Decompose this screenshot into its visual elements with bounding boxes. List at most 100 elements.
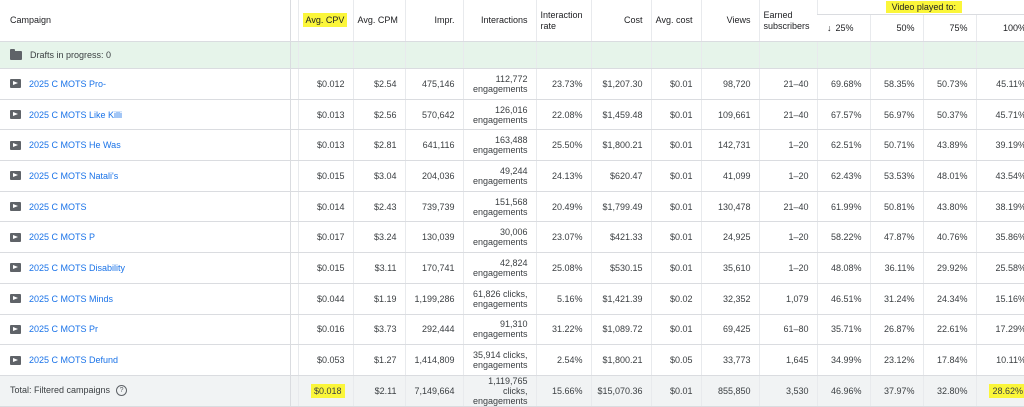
cell-avg-cost: $0.01 [650, 314, 701, 346]
col-campaign[interactable]: Campaign [0, 0, 290, 42]
cell-cost: $620.47 [590, 160, 651, 192]
campaign-link[interactable]: 2025 C MOTS P [10, 232, 282, 242]
col-interactions[interactable]: Interactions [462, 0, 536, 42]
cell-views: 32,352 [700, 283, 759, 315]
cell-avg-cost: $0.01 [650, 129, 701, 162]
video-campaign-icon [10, 79, 21, 89]
cell-interactions: 61,826 clicks, engagements [462, 283, 536, 315]
cell-p100: 45.11% [975, 68, 1024, 100]
cell-avg-cost: $0.01 [650, 160, 701, 192]
cell-p75: 43.89% [922, 129, 976, 162]
table-row[interactable]: 2025 C MOTS He Was $0.013 $2.81 641,116 163,… [0, 129, 1024, 162]
col-played-75[interactable]: 75% [922, 14, 976, 42]
cell-cpv: $0.013 [297, 99, 353, 131]
campaign-cell: 2025 C MOTS He Was [0, 129, 290, 162]
cell-cost: $1,207.30 [590, 68, 651, 100]
cell-p100: 39.19% [975, 129, 1024, 162]
cell-p50: 31.24% [869, 283, 923, 315]
table-row[interactable]: 2025 C MOTS Like Killi $0.013 $2.56 570,642… [0, 99, 1024, 131]
cell-p75: 40.76% [922, 221, 976, 254]
campaign-name[interactable]: 2025 C MOTS Minds [29, 293, 114, 304]
cell-p75: 24.34% [922, 283, 976, 315]
cell-cost: $1,800.21 [590, 344, 651, 376]
drafts-label: Drafts in progress: 0 [30, 49, 112, 60]
drafts-row[interactable]: Drafts in progress: 0 [0, 41, 1024, 69]
campaign-link[interactable]: 2025 C MOTS Natali's [10, 171, 282, 181]
cell-cost: $1,799.49 [590, 191, 651, 223]
help-circle-icon[interactable]: ? [116, 385, 128, 397]
cell-p75: 32.80% [922, 375, 976, 407]
campaign-name[interactable]: 2025 C MOTS Like Killi [29, 109, 123, 120]
campaign-name[interactable]: 2025 C MOTS [29, 201, 87, 212]
cell-p75: 29.92% [922, 252, 976, 284]
cell-interactions: 126,016 engagements [462, 99, 536, 131]
table-row[interactable]: 2025 C MOTS P $0.017 $3.24 130,039 30,006 en… [0, 221, 1024, 254]
cell-rate: 31.22% [535, 314, 591, 346]
col-earned-subscribers[interactable]: Earned subscribers [758, 0, 817, 42]
cell-views: 142,731 [700, 129, 759, 162]
table-row[interactable]: 2025 C MOTS Pro- $0.012 $2.54 475,146 112,77… [0, 68, 1024, 100]
campaign-name[interactable]: 2025 C MOTS Natali's [29, 170, 119, 181]
col-avg-cost[interactable]: Avg. cost [650, 0, 701, 42]
campaign-name[interactable]: 2025 C MOTS Defund [29, 355, 119, 366]
cell-impr: 292,444 [404, 314, 463, 346]
col-interaction-rate[interactable]: Interaction rate [535, 0, 591, 42]
cell-views: 98,720 [700, 68, 759, 100]
campaign-link[interactable]: 2025 C MOTS Disability [10, 263, 282, 273]
campaign-name[interactable]: 2025 C MOTS Pro- [29, 78, 107, 89]
col-avg-cpm[interactable]: Avg. CPM [352, 0, 405, 42]
col-played-25[interactable]: ↓ 25% [817, 14, 870, 42]
table-row[interactable]: 2025 C MOTS Natali's $0.015 $3.04 204,036 49… [0, 160, 1024, 192]
campaign-name[interactable]: 2025 C MOTS P [29, 232, 96, 243]
cell-cpv: $0.015 [297, 160, 353, 192]
cell-p100: 43.54% [975, 160, 1024, 192]
col-played-50[interactable]: 50% [869, 14, 923, 42]
col-avg-cpv[interactable]: Avg. CPV [297, 0, 353, 42]
cell-cpm: $3.73 [352, 314, 405, 346]
cell-p75: 48.01% [922, 160, 976, 192]
col-played-100[interactable]: 100% [975, 14, 1024, 42]
cell-cpm: $2.54 [352, 68, 405, 100]
col-group-video-played: Video played to: [816, 0, 1024, 15]
cell-cpv: $0.053 [297, 344, 353, 376]
campaign-link[interactable]: 2025 C MOTS Pr [10, 324, 282, 334]
col-views[interactable]: Views [700, 0, 759, 42]
col-cost[interactable]: Cost [590, 0, 651, 42]
video-campaign-icon [10, 110, 21, 120]
cell-cpv: $0.044 [297, 283, 353, 315]
cpv-highlight: $0.018 [310, 383, 345, 398]
cell-cpm: $3.11 [352, 252, 405, 284]
cell-impr: 641,116 [404, 129, 463, 162]
cell-views: 130,478 [700, 191, 759, 223]
campaign-name[interactable]: 2025 C MOTS He Was [29, 140, 121, 151]
campaign-cell: 2025 C MOTS P [0, 221, 290, 254]
col-impr[interactable]: Impr. [404, 0, 463, 42]
cell-p50: 50.81% [869, 191, 923, 223]
campaign-link[interactable]: 2025 C MOTS Pro- [10, 79, 282, 89]
campaign-link[interactable]: 2025 C MOTS Like Killi [10, 110, 282, 120]
cell-p100: 45.71% [975, 99, 1024, 131]
campaign-link[interactable]: 2025 C MOTS Defund [10, 355, 282, 365]
campaign-link[interactable]: 2025 C MOTS Minds [10, 294, 282, 304]
video-campaign-icon [10, 202, 21, 212]
cell-rate: 23.73% [535, 68, 591, 100]
cell-p25: 62.51% [816, 129, 870, 162]
campaign-name[interactable]: 2025 C MOTS Pr [29, 324, 99, 335]
cell-cpm: $2.81 [352, 129, 405, 162]
table-row[interactable]: 2025 C MOTS Defund $0.053 $1.27 1,414,809 35… [0, 344, 1024, 376]
table-row[interactable]: 2025 C MOTS $0.014 $2.43 739,739 151,568 eng… [0, 191, 1024, 223]
cell-interactions: 91,310 engagements [462, 314, 536, 346]
table-row[interactable]: 2025 C MOTS Minds $0.044 $1.19 1,199,286 61,… [0, 283, 1024, 315]
video-campaign-icon [10, 232, 21, 242]
table-row[interactable]: 2025 C MOTS Pr $0.016 $3.73 292,444 91,310 e… [0, 314, 1024, 346]
cell-impr: 7,149,664 [404, 375, 463, 407]
cell-p25: 58.22% [816, 221, 870, 254]
cell-p50: 37.97% [869, 375, 923, 407]
campaign-link[interactable]: 2025 C MOTS [10, 202, 282, 212]
campaign-name[interactable]: 2025 C MOTS Disability [29, 262, 126, 273]
table-row[interactable]: 2025 C MOTS Disability $0.015 $3.11 170,741… [0, 252, 1024, 284]
video-campaign-icon [10, 140, 21, 150]
campaign-link[interactable]: 2025 C MOTS He Was [10, 140, 282, 150]
cell-impr: 475,146 [404, 68, 463, 100]
cell-subs: 1–20 [758, 252, 817, 284]
